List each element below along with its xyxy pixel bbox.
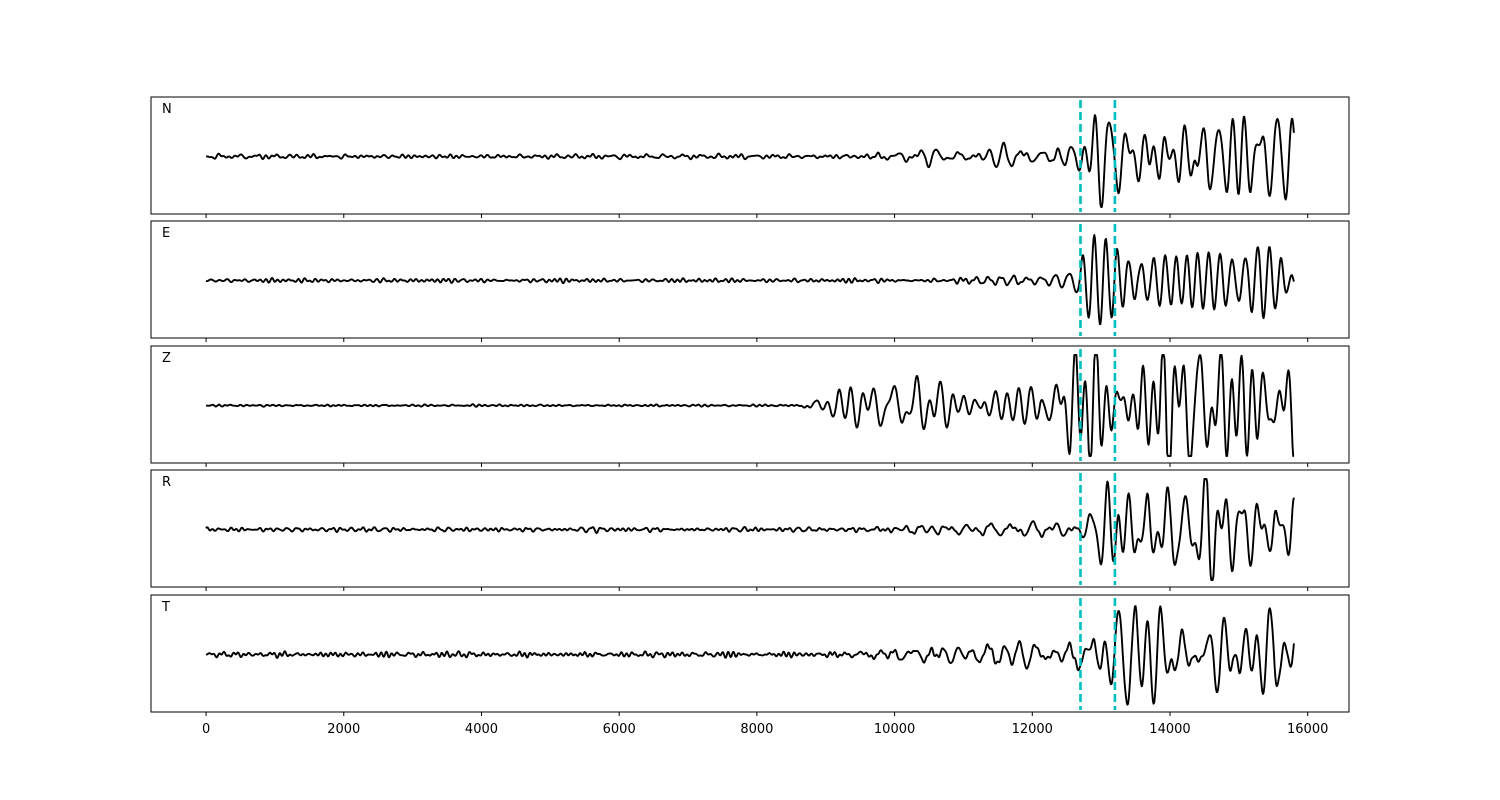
component-label-n: N [162,102,172,117]
component-label-e: E [162,226,170,241]
panel-frame [150,345,1350,464]
trace-panel-r: R [150,469,1350,591]
x-tick-label: 6000 [603,722,636,737]
trace-panel-e: E [150,220,1350,342]
panel-frame [150,469,1350,588]
panel-frame [150,220,1350,339]
x-tick-label: 14000 [1149,722,1190,737]
component-label-r: R [162,475,171,490]
component-label-z: Z [162,351,171,366]
x-tick-label: 8000 [740,722,773,737]
x-tick-label: 2000 [327,722,360,737]
x-tick-label: 12000 [1012,722,1053,737]
x-tick-label: 0 [202,722,210,737]
trace-panels: N E Z R T [150,96,1350,716]
trace-line-z [205,354,1295,457]
x-tick-label: 16000 [1287,722,1328,737]
trace-panel-t: T [150,594,1350,716]
x-tick-label: 4000 [465,722,498,737]
panel-frame [150,594,1350,713]
trace-line-n [205,114,1295,208]
trace-line-r [205,478,1295,581]
trace-line-e [205,234,1295,326]
x-tick-label: 10000 [874,722,915,737]
x-axis: 0 2000 4000 6000 8000 10000 12000 14000 16000 [202,722,1328,737]
trace-panel-n: N [150,96,1350,218]
trace-panel-z: Z [150,345,1350,467]
component-label-t: T [161,600,170,615]
trace-line-t [205,605,1295,706]
panel-frame [150,96,1350,215]
